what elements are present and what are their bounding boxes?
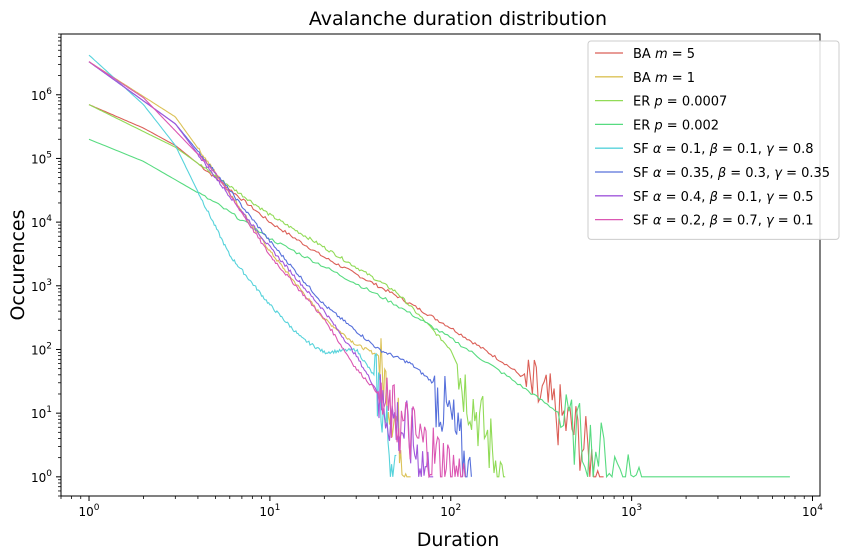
y-tick-label: 105: [31, 150, 52, 166]
series-line: [88, 61, 466, 479]
series-line: [88, 104, 604, 478]
plot-frame: [60, 33, 821, 497]
series-line: [88, 54, 397, 477]
plot-series: [88, 54, 790, 479]
series-line: [88, 138, 790, 479]
x-axis: 100 101 102 103 104: [60, 496, 823, 519]
legend: BA m = 5 BA m = 1 ER p = 0.0007 ER p = 0.00…: [587, 40, 840, 240]
x-tick-label: 100: [79, 503, 100, 519]
y-tick-label: 103: [31, 278, 52, 294]
series-line: [88, 61, 434, 478]
legend-label: ER p = 0.002: [633, 118, 719, 133]
x-tick-label: 104: [802, 503, 823, 519]
legend-label: SF α = 0.35, β = 0.3, γ = 0.35: [633, 166, 830, 181]
legend-label: BA m = 1: [633, 71, 695, 86]
series-line: [88, 104, 506, 478]
y-tick-label: 101: [31, 405, 52, 421]
y-axis: 100 101 102 103 104 105 106: [31, 33, 61, 497]
legend-label: ER p = 0.0007: [633, 95, 727, 110]
x-tick-label: 101: [259, 503, 280, 519]
legend-label: SF α = 0.4, β = 0.1, γ = 0.5: [633, 190, 814, 205]
x-tick-label: 103: [621, 503, 642, 519]
legend-box: [587, 40, 840, 240]
y-tick-label: 104: [31, 214, 52, 230]
legend-label: SF α = 0.1, β = 0.1, γ = 0.8: [633, 142, 814, 157]
series-line: [88, 61, 411, 478]
x-tick-label: 102: [440, 503, 461, 519]
chart-title: Avalanche duration distribution: [309, 8, 607, 30]
legend-label: SF α = 0.2, β = 0.7, γ = 0.1: [633, 214, 814, 229]
y-tick-label: 106: [31, 87, 52, 103]
legend-label: BA m = 5: [633, 47, 695, 62]
y-tick-label: 102: [31, 341, 52, 357]
y-axis-label: Occurences: [7, 209, 29, 320]
x-axis-label: Duration: [417, 529, 500, 551]
y-tick-label: 100: [31, 469, 52, 485]
